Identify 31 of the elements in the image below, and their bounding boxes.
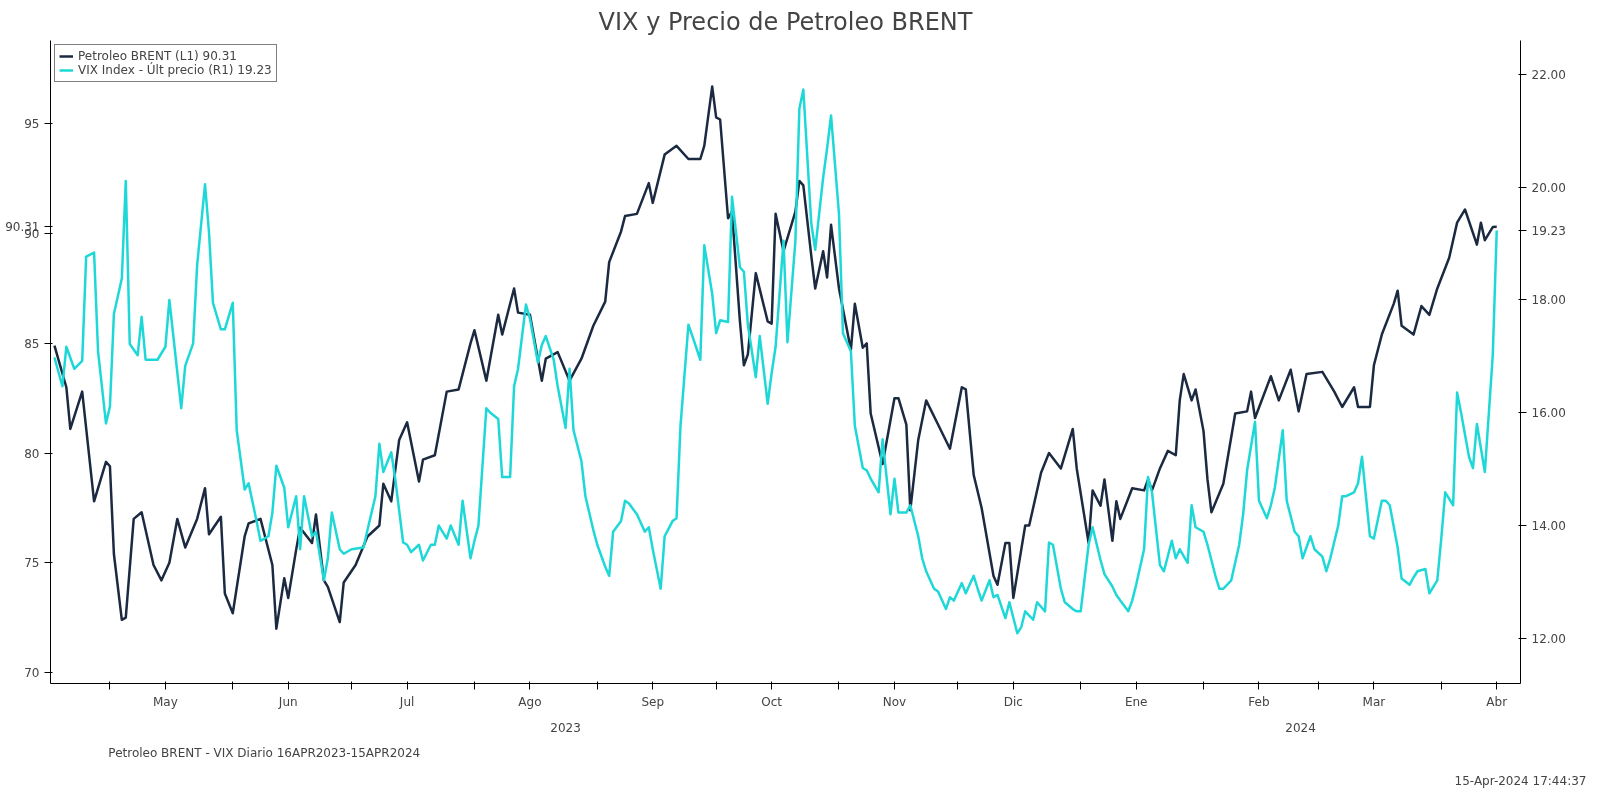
y-tick-label: 75 [24, 556, 40, 571]
y2-tick-label: 12.00 [1531, 631, 1566, 646]
x-tick-label: Nov [882, 694, 907, 709]
x-tick-label: Sep [641, 694, 665, 709]
x-tick-label: Ene [1124, 694, 1148, 709]
x-tick-label: Mar [1362, 694, 1386, 709]
y2-tick-label: 20.00 [1531, 180, 1566, 195]
x-tick-label: Jun [277, 694, 298, 709]
x-tick-label: Dic [1003, 694, 1023, 709]
x-tick-label: Abr [1486, 694, 1508, 709]
y2-tick-label: 18.00 [1531, 293, 1566, 308]
x-tick-label: Feb [1248, 694, 1270, 709]
y2-tick-label: 19.23 [1531, 224, 1566, 239]
text: 2024 [1285, 720, 1316, 735]
legend-label: VIX Index - Últ precio (R1) 19.23 [78, 63, 272, 77]
text: Petroleo BRENT - VIX Diario 16APR2023-15APR2024 [108, 745, 421, 760]
x-tick-label: Jul [398, 694, 415, 709]
text: 2023 [550, 720, 581, 735]
x-tick-label: May [153, 694, 178, 709]
legend-label: Petroleo BRENT (L1) 90.31 [78, 49, 237, 63]
y2-tick-label: 22.00 [1531, 67, 1566, 82]
y-tick-label: 85 [24, 336, 40, 351]
y-tick-label: 95 [24, 117, 40, 132]
chart-title: VIX y Precio de Petroleo BRENT [598, 7, 973, 36]
y-tick-label: 70 [24, 666, 40, 681]
y2-tick-label: 14.00 [1531, 519, 1566, 534]
x-tick-label: Oct [761, 694, 783, 709]
y2-tick-label: 16.00 [1531, 406, 1566, 421]
text: 15-Apr-2024 17:44:37 [1454, 773, 1587, 788]
y-tick-label: 80 [24, 446, 40, 461]
x-tick-label: Ago [518, 694, 542, 709]
